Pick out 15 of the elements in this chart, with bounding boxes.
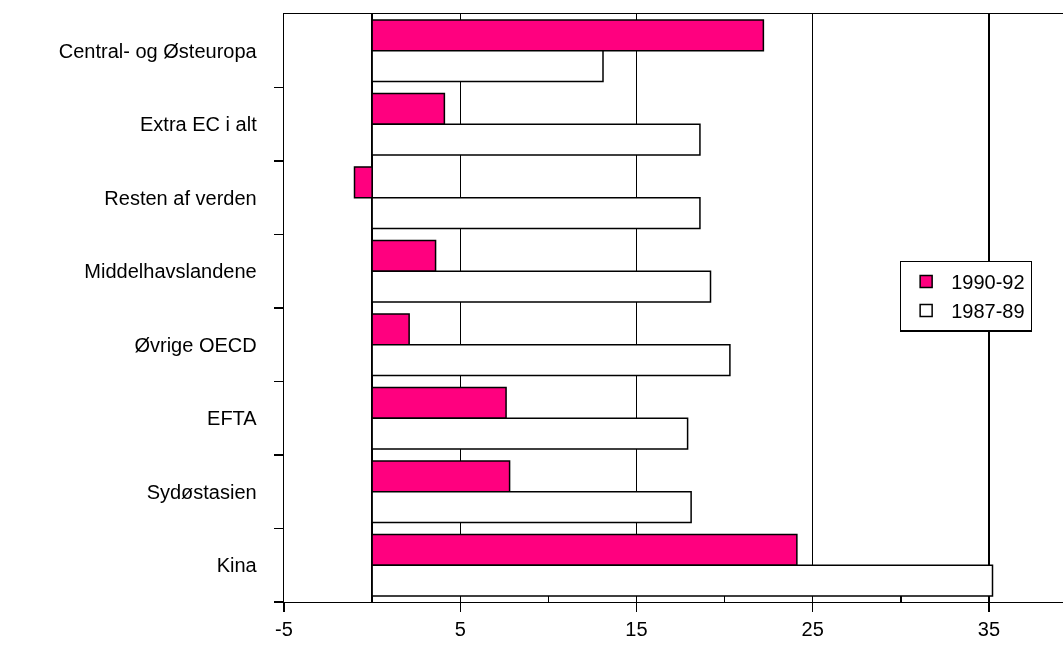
- x-tick-label: 5: [454, 618, 466, 641]
- x-tick-label: 25: [801, 618, 824, 641]
- legend-label: 1990-92: [951, 271, 1025, 294]
- y-tick-label: Central- og Østeuropa: [58, 39, 258, 62]
- y-tick-label: Middelhavslandene: [84, 260, 257, 283]
- x-tick-label: 15: [625, 618, 648, 641]
- y-tick-label: Sydøstasien: [146, 480, 257, 503]
- x-tick-label: -5: [275, 618, 293, 641]
- y-tick-label: Kina: [216, 554, 258, 577]
- legend-label: 1987-89: [951, 300, 1025, 323]
- y-tick-label: EFTA: [207, 407, 258, 430]
- y-tick-label: Øvrige OECD: [134, 333, 257, 356]
- x-tick-label: 35: [977, 618, 1001, 641]
- y-tick-label: Extra EC i alt: [140, 113, 258, 136]
- y-tick-label: Resten af verden: [104, 186, 257, 209]
